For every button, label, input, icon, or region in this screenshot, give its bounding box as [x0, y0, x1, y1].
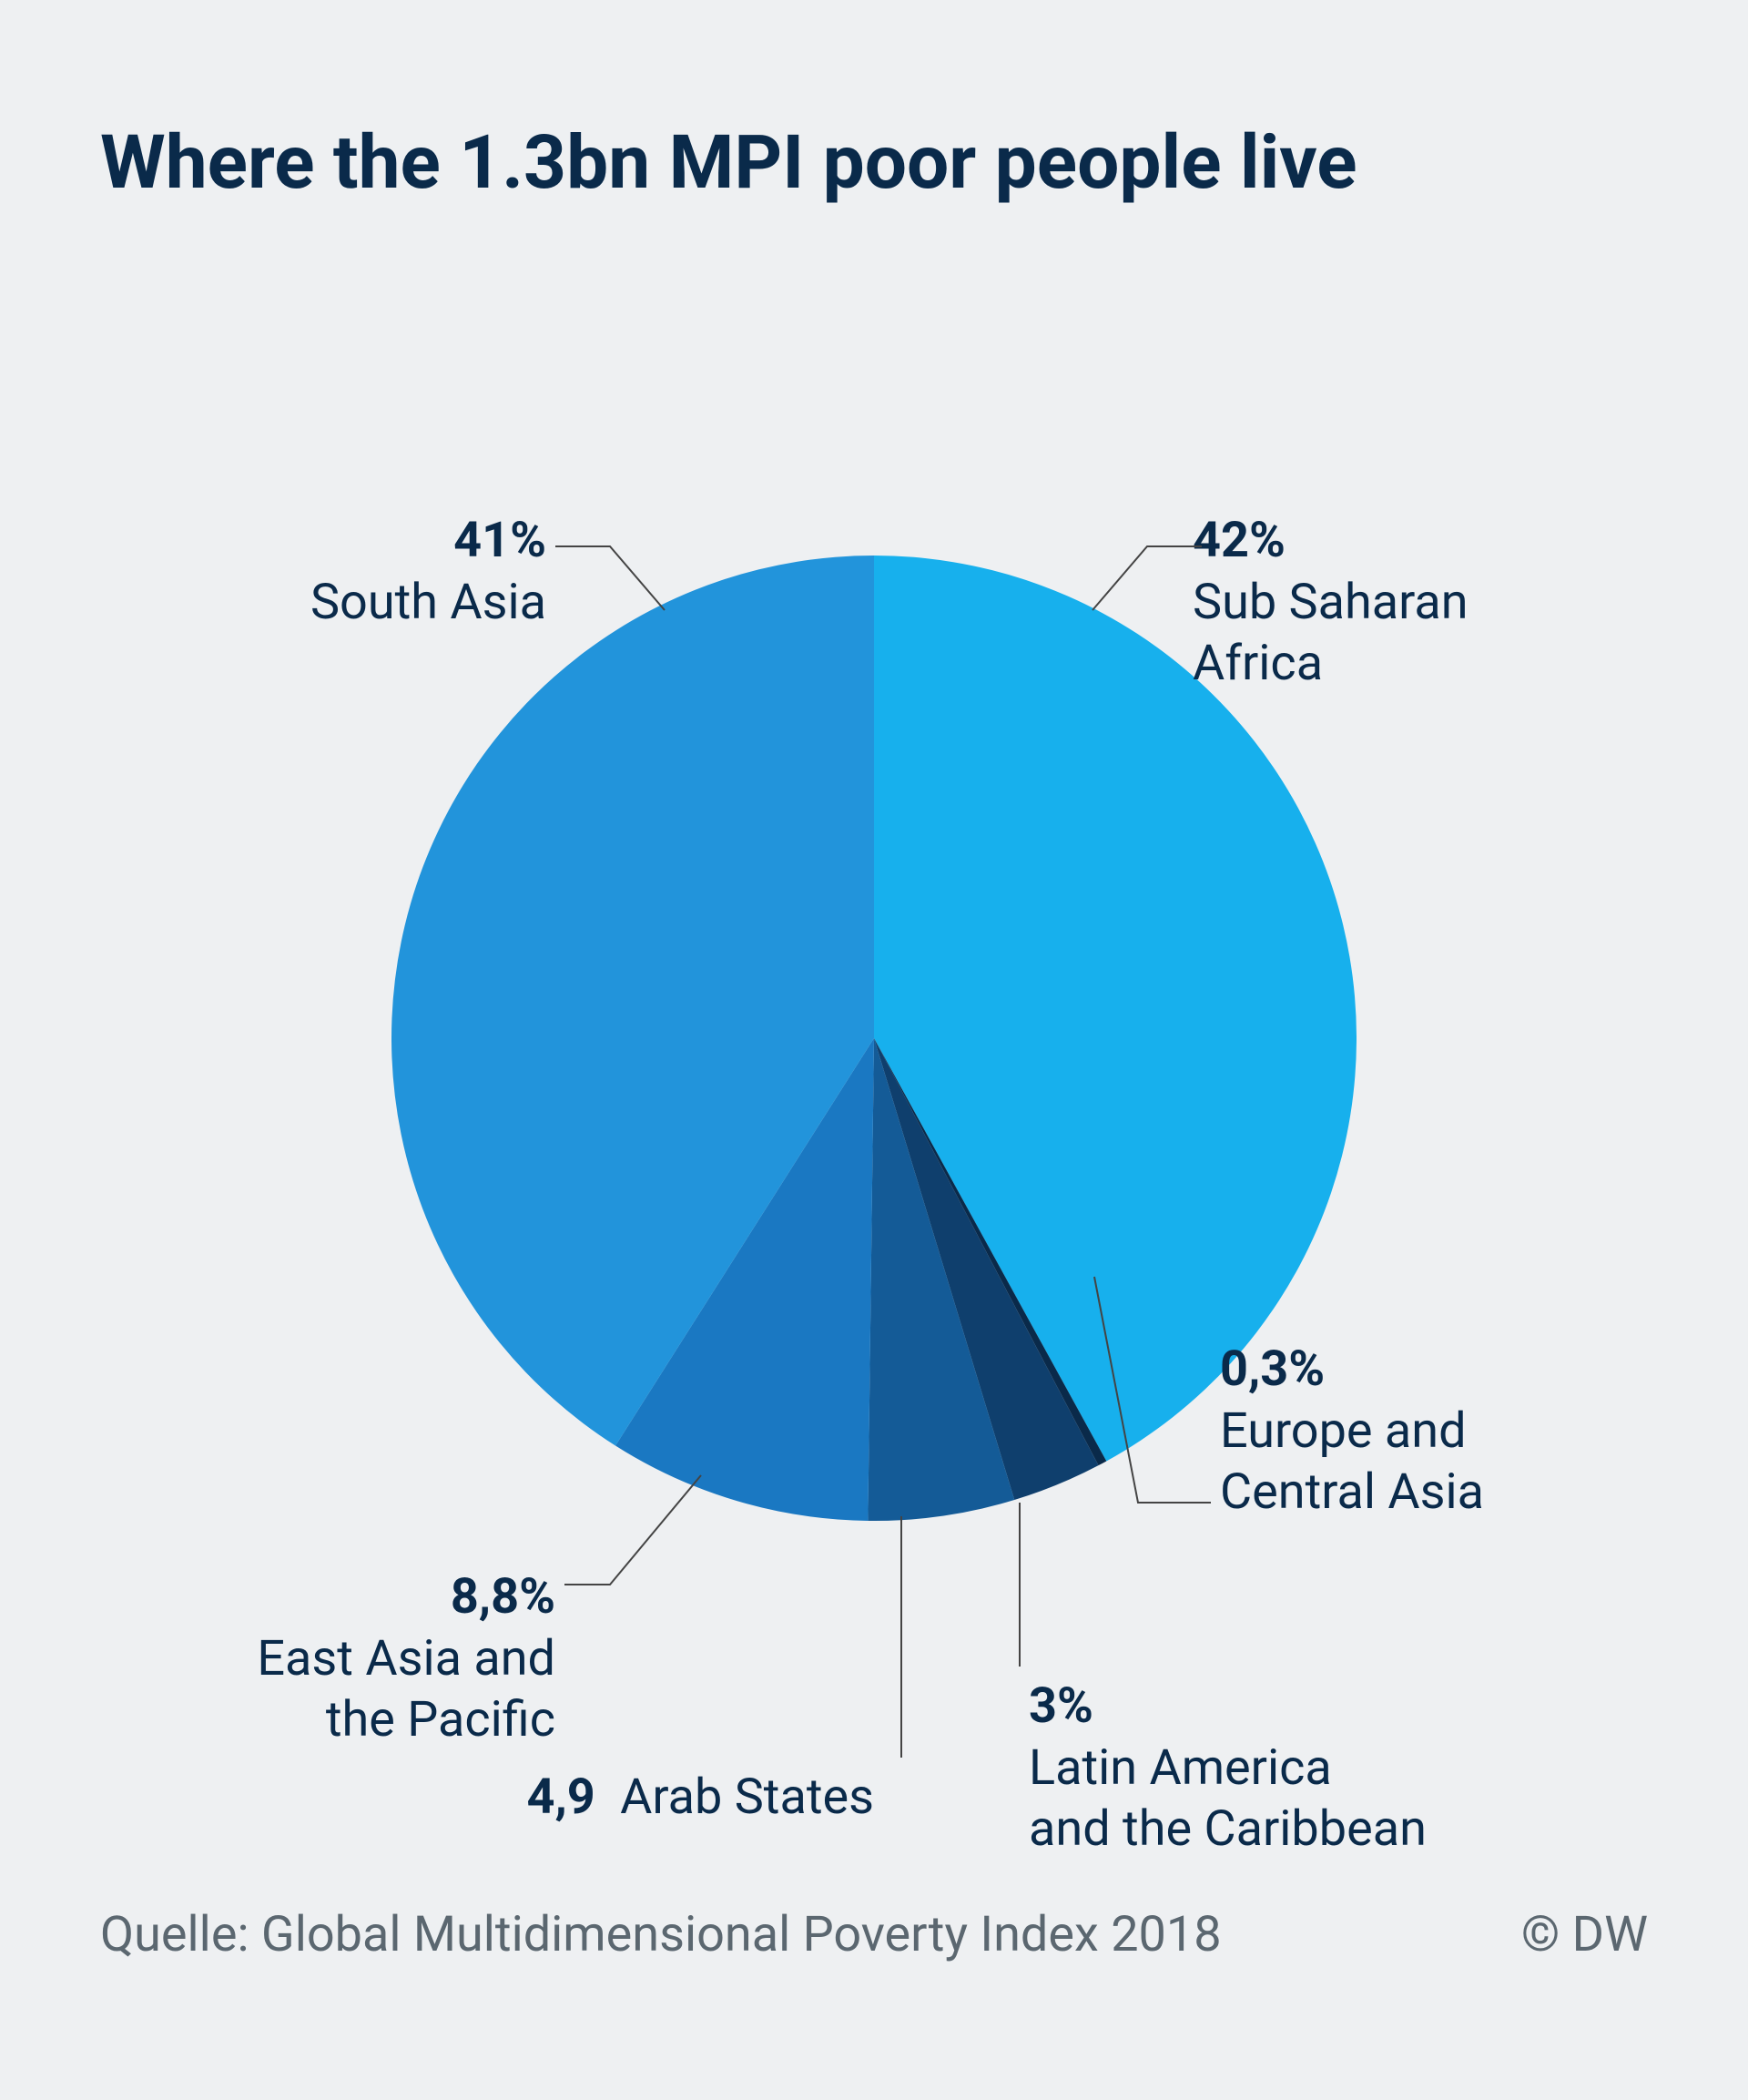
chart-title: Where the 1.3bn MPI poor people live: [100, 118, 1648, 208]
pie-chart: [391, 556, 1357, 1521]
label-arab: 4,9 Arab States: [401, 1767, 874, 1829]
name-eap-l1: East Asia and: [118, 1628, 555, 1690]
label-south-asia: 41% South Asia: [127, 510, 546, 633]
name-latam-l2: and the Caribbean: [1029, 1799, 1427, 1860]
infographic-container: Where the 1.3bn MPI poor people live 42%…: [0, 0, 1748, 2100]
label-latam: 3% Latin America and the Caribbean: [1029, 1676, 1427, 1860]
name-arab: Arab States: [620, 1769, 874, 1826]
label-sub-saharan: 42% Sub Saharan Africa: [1193, 510, 1469, 695]
label-eap: 8,8% East Asia and the Pacific: [118, 1566, 555, 1751]
name-europe-ca-l2: Central Asia: [1220, 1462, 1484, 1524]
chart-area: 42% Sub Saharan Africa 41% South Asia 0,…: [100, 446, 1648, 1812]
pct-arab: 4,9: [526, 1769, 595, 1826]
pct-sub-saharan: 42%: [1193, 510, 1469, 572]
label-europe-ca: 0,3% Europe and Central Asia: [1220, 1339, 1484, 1524]
name-sub-saharan-l2: Africa: [1193, 633, 1469, 695]
pct-south-asia: 41%: [127, 510, 546, 572]
name-sub-saharan-l1: Sub Saharan: [1193, 572, 1469, 634]
pct-latam: 3%: [1029, 1676, 1427, 1738]
name-south-asia: South Asia: [127, 572, 546, 634]
pct-europe-ca: 0,3%: [1220, 1339, 1484, 1401]
attribution-text: © DW: [1521, 1906, 1648, 1963]
source-text: Quelle: Global Multidimensional Poverty …: [100, 1906, 1222, 1963]
name-europe-ca-l1: Europe and: [1220, 1401, 1484, 1463]
name-latam-l1: Latin America: [1029, 1738, 1427, 1799]
source-row: Quelle: Global Multidimensional Poverty …: [100, 1906, 1648, 1963]
name-eap-l2: the Pacific: [118, 1689, 555, 1751]
pct-eap: 8,8%: [118, 1566, 555, 1628]
